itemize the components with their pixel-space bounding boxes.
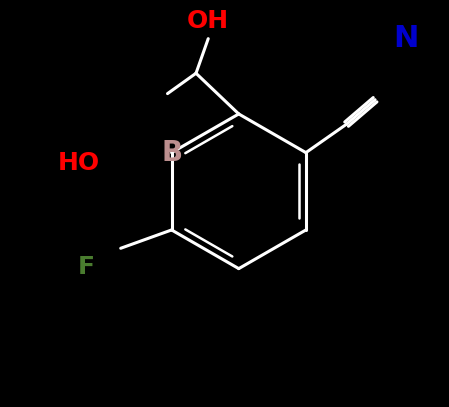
Text: OH: OH bbox=[187, 9, 229, 33]
Text: F: F bbox=[78, 255, 95, 278]
Text: B: B bbox=[161, 139, 182, 166]
Text: HO: HO bbox=[58, 151, 101, 175]
Text: N: N bbox=[393, 24, 418, 53]
